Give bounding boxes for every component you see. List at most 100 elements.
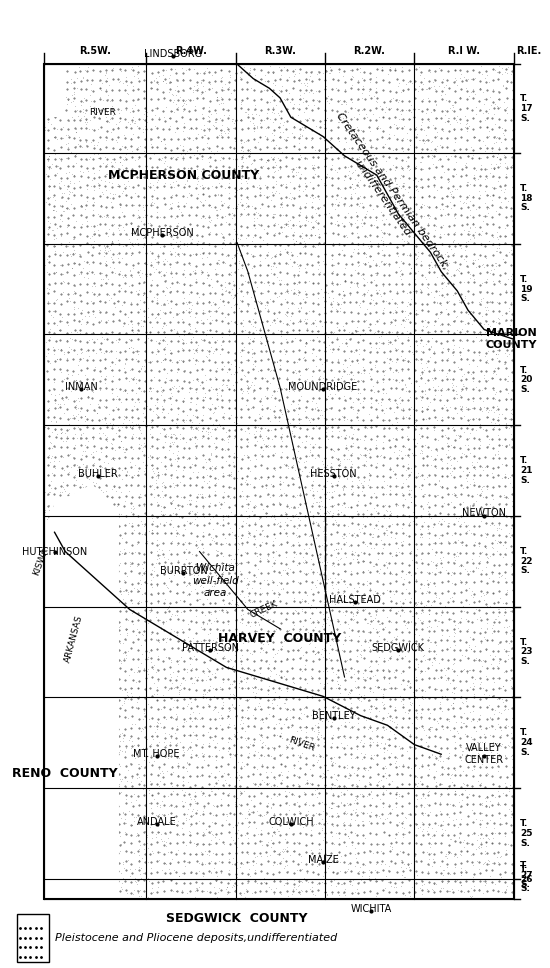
Point (407, 460, 416, 475)
Point (83, 758, 92, 773)
Point (280, 858, 289, 873)
Point (185, 228, 194, 244)
Point (333, 622, 342, 638)
Point (177, 146, 185, 162)
Point (101, 543, 110, 559)
Point (148, 580, 157, 595)
Point (136, 269, 145, 285)
Point (175, 868, 184, 884)
Point (354, 622, 363, 638)
Point (477, 620, 486, 636)
Point (378, 800, 387, 815)
Point (302, 312, 311, 327)
Point (182, 335, 190, 350)
Point (81, 135, 90, 150)
Point (268, 206, 277, 222)
Point (74, 266, 83, 282)
Point (367, 608, 376, 623)
Point (471, 724, 480, 740)
Point (97, 369, 106, 384)
Point (375, 565, 383, 581)
Point (406, 161, 415, 176)
Point (100, 614, 108, 629)
Point (85, 263, 94, 279)
Point (201, 389, 210, 405)
Point (78, 790, 86, 805)
Point (140, 314, 149, 329)
Point (105, 810, 114, 826)
Point (465, 303, 474, 318)
Point (499, 703, 508, 718)
Point (136, 773, 145, 789)
Point (161, 711, 170, 726)
Point (229, 746, 238, 762)
Point (405, 711, 414, 726)
Point (284, 863, 293, 879)
Point (504, 781, 513, 797)
Point (429, 378, 438, 394)
Point (238, 636, 247, 651)
Point (124, 688, 133, 704)
Point (502, 509, 511, 525)
Point (83, 702, 92, 717)
Point (188, 430, 196, 445)
Point (140, 464, 148, 479)
Point (281, 841, 290, 857)
Point (336, 599, 344, 615)
Point (133, 536, 141, 552)
Point (480, 348, 489, 364)
Point (427, 882, 436, 897)
Point (321, 179, 329, 195)
Point (349, 766, 358, 781)
Point (74, 412, 82, 428)
Point (486, 868, 494, 884)
Point (52, 220, 61, 235)
Point (331, 197, 339, 212)
Point (244, 488, 253, 503)
Point (141, 338, 150, 353)
Point (498, 236, 507, 252)
Point (415, 101, 424, 116)
Point (258, 523, 267, 538)
Point (430, 235, 438, 251)
Point (329, 634, 338, 650)
Point (192, 384, 201, 400)
Point (175, 168, 184, 184)
Point (130, 882, 139, 897)
Point (41, 554, 50, 569)
Point (303, 624, 312, 640)
Point (140, 704, 148, 719)
Point (485, 800, 494, 815)
Point (55, 512, 64, 528)
Point (276, 525, 284, 540)
Point (223, 640, 232, 655)
Point (382, 132, 391, 147)
Point (292, 233, 301, 249)
Point (156, 302, 164, 318)
Point (374, 521, 383, 536)
Point (147, 523, 156, 538)
Text: RENO  COUNTY: RENO COUNTY (13, 767, 118, 780)
Point (62, 652, 70, 668)
Point (229, 552, 238, 567)
Point (212, 106, 221, 121)
Point (501, 842, 510, 858)
Point (313, 495, 322, 510)
Point (199, 78, 207, 94)
Point (213, 705, 222, 720)
Point (283, 300, 292, 316)
Point (188, 514, 197, 529)
Point (247, 233, 256, 249)
Point (381, 256, 390, 271)
Point (91, 649, 100, 664)
Point (233, 724, 241, 740)
Point (162, 264, 170, 280)
Point (229, 324, 238, 340)
Point (336, 678, 345, 693)
Point (474, 838, 483, 854)
Point (492, 745, 501, 761)
Point (255, 177, 263, 193)
Point (400, 604, 409, 620)
Point (167, 269, 176, 285)
Point (298, 217, 306, 232)
